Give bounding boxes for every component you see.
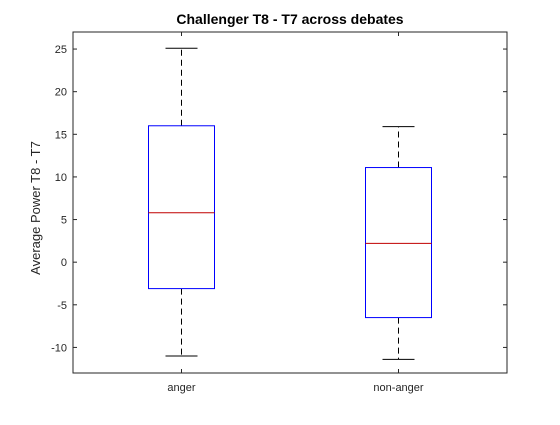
y-tick-label: -5 (57, 300, 67, 312)
y-tick-label: -10 (51, 342, 67, 354)
x-tick-label: non-anger (373, 382, 423, 394)
x-tick-label: anger (167, 382, 195, 394)
axes-box (72, 31, 508, 374)
plot-marks: -10 -5 0 5 10 15 20 25 anger non-anger (51, 32, 507, 394)
y-tick-label: 0 (61, 257, 67, 269)
chart-title: Challenger T8 - T7 across debates (176, 11, 403, 27)
y-tick-label: 5 (61, 215, 67, 227)
y-axis-label: Average Power T8 - T7 (28, 141, 43, 275)
iqr-box (148, 125, 215, 290)
y-tick-label: 25 (55, 44, 67, 56)
y-tick-label: 15 (55, 129, 67, 141)
y-tick-label: 20 (55, 87, 67, 99)
y-tick-label: 10 (55, 172, 67, 184)
iqr-box (365, 167, 432, 319)
